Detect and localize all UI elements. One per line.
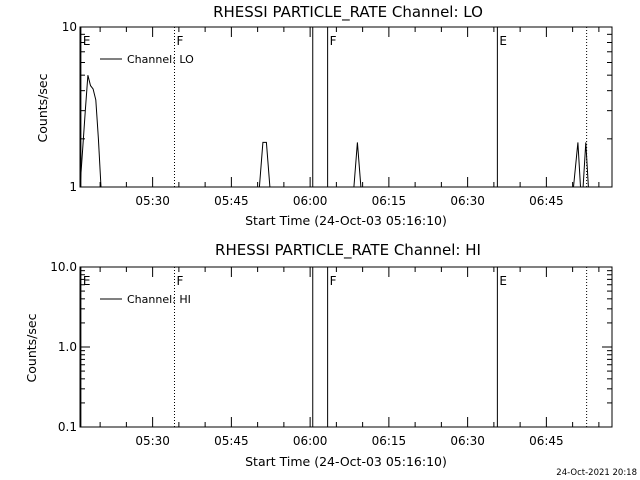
event-marker-label: E bbox=[499, 274, 507, 288]
event-marker-label: E bbox=[499, 34, 507, 48]
chart-panel-lo: RHESSI PARTICLE_RATE Channel: LO Counts/… bbox=[35, 3, 613, 228]
chart-title: RHESSI PARTICLE_RATE Channel: HI bbox=[215, 241, 481, 260]
x-tick-label: 06:45 bbox=[529, 194, 564, 208]
chart-title: RHESSI PARTICLE_RATE Channel: LO bbox=[213, 3, 483, 22]
y-tick-label: 1 bbox=[69, 180, 77, 194]
legend-label: Channel: HI bbox=[127, 293, 191, 306]
event-marker-label: F bbox=[330, 274, 337, 288]
x-tick-label: 05:30 bbox=[135, 434, 170, 448]
x-tick-label: 06:45 bbox=[529, 434, 564, 448]
x-tick-label: 06:00 bbox=[293, 434, 328, 448]
x-tick-label: 06:30 bbox=[450, 194, 485, 208]
event-marker-label: F bbox=[177, 274, 184, 288]
chart-panel-hi: RHESSI PARTICLE_RATE Channel: HI Counts/… bbox=[24, 241, 613, 469]
event-marker-label: F bbox=[330, 34, 337, 48]
y-tick-label: 0.1 bbox=[58, 420, 77, 434]
x-axis-label: Start Time (24-Oct-03 05:16:10) bbox=[245, 454, 447, 469]
event-marker-label: F bbox=[177, 34, 184, 48]
x-tick-label: 05:45 bbox=[214, 194, 249, 208]
legend-label: Channel: LO bbox=[127, 53, 194, 66]
y-tick-label: 10 bbox=[62, 20, 77, 34]
x-tick-label: 05:45 bbox=[214, 434, 249, 448]
event-marker-label: E bbox=[83, 34, 91, 48]
series-line bbox=[79, 75, 589, 188]
x-axis-label: Start Time (24-Oct-03 05:16:10) bbox=[245, 213, 447, 228]
x-tick-label: 06:15 bbox=[372, 434, 407, 448]
y-tick-label: 10.0 bbox=[50, 260, 77, 274]
y-axis-label: Counts/sec bbox=[24, 313, 39, 382]
event-marker-label: E bbox=[83, 274, 91, 288]
x-tick-label: 05:30 bbox=[135, 194, 170, 208]
y-tick-label: 1.0 bbox=[58, 340, 77, 354]
x-tick-label: 06:00 bbox=[293, 194, 328, 208]
y-axis-label: Counts/sec bbox=[35, 73, 50, 142]
x-tick-label: 06:30 bbox=[450, 434, 485, 448]
generation-timestamp: 24-Oct-2021 20:18 bbox=[556, 468, 637, 478]
x-tick-label: 06:15 bbox=[372, 194, 407, 208]
